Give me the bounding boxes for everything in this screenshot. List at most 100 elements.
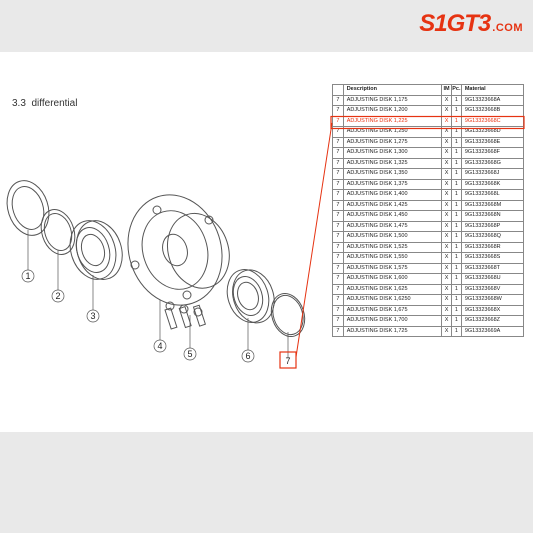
table-cell: 1 bbox=[451, 95, 461, 106]
table-cell: 9G13323668N bbox=[461, 211, 523, 222]
table-cell: 7 bbox=[333, 232, 344, 243]
table-cell: 9G13323668G bbox=[461, 158, 523, 169]
table-cell: 9G13323668S bbox=[461, 253, 523, 264]
table-cell: 1 bbox=[451, 274, 461, 285]
table-cell: X bbox=[442, 116, 452, 127]
table-cell: X bbox=[442, 190, 452, 201]
table-row: 7ADJUSTING DISK 1,600X19G13323668U bbox=[333, 274, 524, 285]
table-cell: ADJUSTING DISK 1,675 bbox=[343, 305, 442, 316]
table-cell: 9G13323668B bbox=[461, 106, 523, 117]
table-cell: 1 bbox=[451, 127, 461, 138]
table-cell: 9G13323668K bbox=[461, 179, 523, 190]
table-cell: X bbox=[442, 158, 452, 169]
table-cell: ADJUSTING DISK 1,700 bbox=[343, 316, 442, 327]
table-cell: X bbox=[442, 169, 452, 180]
table-cell: X bbox=[442, 179, 452, 190]
table-cell: 1 bbox=[451, 316, 461, 327]
table-row: 7ADJUSTING DISK 1,500X19G13323668Q bbox=[333, 232, 524, 243]
table-cell: 7 bbox=[333, 169, 344, 180]
table-cell: X bbox=[442, 253, 452, 264]
table-cell: ADJUSTING DISK 1,200 bbox=[343, 106, 442, 117]
table-cell: 7 bbox=[333, 316, 344, 327]
table-cell: ADJUSTING DISK 1,425 bbox=[343, 200, 442, 211]
table-cell: 9G13323668C bbox=[461, 116, 523, 127]
table-cell: ADJUSTING DISK 1,725 bbox=[343, 326, 442, 337]
table-cell: 7 bbox=[333, 253, 344, 264]
table-cell: 9G13323668Z bbox=[461, 316, 523, 327]
table-cell: 9G13323668P bbox=[461, 221, 523, 232]
table-cell: ADJUSTING DISK 1,625 bbox=[343, 284, 442, 295]
table-cell: 7 bbox=[333, 148, 344, 159]
table-cell: ADJUSTING DISK 1,325 bbox=[343, 158, 442, 169]
table-cell: X bbox=[442, 221, 452, 232]
table-cell: 7 bbox=[333, 95, 344, 106]
table-cell: 7 bbox=[333, 263, 344, 274]
table-cell: X bbox=[442, 95, 452, 106]
table-cell: X bbox=[442, 127, 452, 138]
table-cell: 7 bbox=[333, 221, 344, 232]
table-cell: 7 bbox=[333, 284, 344, 295]
table-row: 7ADJUSTING DISK 1,225X19G13323668C bbox=[333, 116, 524, 127]
table-cell: 9G13323668Q bbox=[461, 232, 523, 243]
table-cell: 9G13323668V bbox=[461, 284, 523, 295]
table-cell: 7 bbox=[333, 295, 344, 306]
table-cell: 1 bbox=[451, 148, 461, 159]
table-cell: 1 bbox=[451, 295, 461, 306]
table-cell: 1 bbox=[451, 116, 461, 127]
table-cell: 1 bbox=[451, 179, 461, 190]
table-row: 7ADJUSTING DISK 1,400X19G13323668L bbox=[333, 190, 524, 201]
table-cell: 9G13323668U bbox=[461, 274, 523, 285]
table-cell: ADJUSTING DISK 1,600 bbox=[343, 274, 442, 285]
table-cell: X bbox=[442, 284, 452, 295]
callout-2: 2 bbox=[55, 291, 60, 301]
table-row: 7ADJUSTING DISK 1,175X19G13323668A bbox=[333, 95, 524, 106]
table-cell: X bbox=[442, 295, 452, 306]
table-cell: 7 bbox=[333, 127, 344, 138]
table-cell: X bbox=[442, 316, 452, 327]
table-cell: 7 bbox=[333, 211, 344, 222]
table-cell: ADJUSTING DISK 1,450 bbox=[343, 211, 442, 222]
callout-3: 3 bbox=[90, 311, 95, 321]
table-cell: 9G13323668D bbox=[461, 127, 523, 138]
table-cell: X bbox=[442, 242, 452, 253]
table-cell: X bbox=[442, 232, 452, 243]
table-cell: 9G13323668A bbox=[461, 95, 523, 106]
table-row: 7ADJUSTING DISK 1,700X19G13323668Z bbox=[333, 316, 524, 327]
table-cell: 1 bbox=[451, 305, 461, 316]
table-cell: X bbox=[442, 211, 452, 222]
table-row: 7ADJUSTING DISK 1,550X19G13323668S bbox=[333, 253, 524, 264]
table-cell: 1 bbox=[451, 158, 461, 169]
table-cell: ADJUSTING DISK 1,350 bbox=[343, 169, 442, 180]
table-row: 7ADJUSTING DISK 1,275X19G13323668E bbox=[333, 137, 524, 148]
col-im: IM bbox=[442, 85, 452, 96]
table-cell: 7 bbox=[333, 158, 344, 169]
table-cell: 1 bbox=[451, 221, 461, 232]
table-cell: 7 bbox=[333, 137, 344, 148]
table-cell: ADJUSTING DISK 1,550 bbox=[343, 253, 442, 264]
callout-5: 5 bbox=[187, 349, 192, 359]
table-cell: ADJUSTING DISK 1,250 bbox=[343, 127, 442, 138]
table-cell: X bbox=[442, 106, 452, 117]
table-cell: X bbox=[442, 274, 452, 285]
table-cell: X bbox=[442, 305, 452, 316]
table-cell: X bbox=[442, 326, 452, 337]
table-cell: 9G13323668T bbox=[461, 263, 523, 274]
table-cell: ADJUSTING DISK 1,375 bbox=[343, 179, 442, 190]
table-cell: 7 bbox=[333, 179, 344, 190]
table-cell: 7 bbox=[333, 116, 344, 127]
callout-1: 1 bbox=[25, 271, 30, 281]
table-cell: 1 bbox=[451, 211, 461, 222]
table-cell: ADJUSTING DISK 1,500 bbox=[343, 232, 442, 243]
table-cell: ADJUSTING DISK 1,275 bbox=[343, 137, 442, 148]
table-cell: ADJUSTING DISK 1,475 bbox=[343, 221, 442, 232]
table-cell: 1 bbox=[451, 284, 461, 295]
table-cell: 9G13323668R bbox=[461, 242, 523, 253]
table-row: 7ADJUSTING DISK 1,425X19G13323668M bbox=[333, 200, 524, 211]
table-cell: 9G13323668X bbox=[461, 305, 523, 316]
table-cell: 9G13323668J bbox=[461, 169, 523, 180]
table-cell: 1 bbox=[451, 169, 461, 180]
table-cell: X bbox=[442, 263, 452, 274]
table-row: 7ADJUSTING DISK 1,350X19G13323668J bbox=[333, 169, 524, 180]
col-description: Description bbox=[343, 85, 442, 96]
col-index bbox=[333, 85, 344, 96]
